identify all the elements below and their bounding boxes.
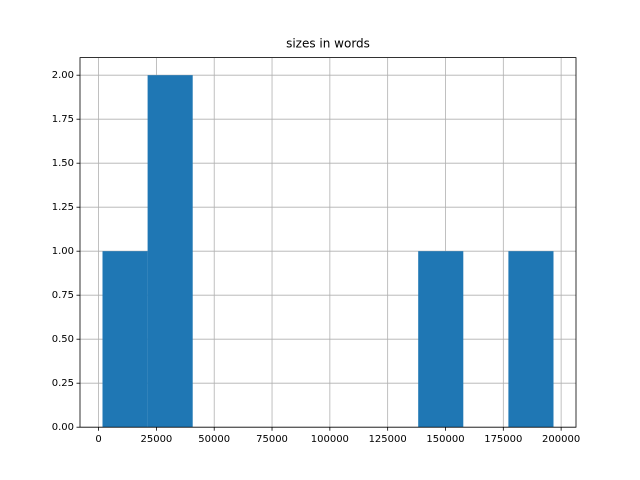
x-tick-label: 50000 [198,434,230,445]
bar [418,251,464,428]
y-tick-label: 0.50 [52,334,74,345]
y-tick-label: 1.25 [52,202,74,213]
x-tick-label: 200000 [542,434,580,445]
x-tick-label: 150000 [426,434,464,445]
y-tick-label: 2.00 [52,70,74,81]
x-tick-label: 125000 [369,434,407,445]
x-tick-label: 0 [95,434,101,445]
y-tick-label: 0.00 [52,422,74,433]
x-tick-label: 25000 [140,434,172,445]
plot-frame [79,57,577,428]
y-tick-label: 1.50 [52,158,74,169]
bar [508,251,554,428]
y-tick-label: 1.75 [52,114,74,125]
bar [147,75,193,428]
bar [102,251,148,428]
y-tick-label: 0.25 [52,378,74,389]
x-tick-label: 75000 [256,434,288,445]
chart-title: sizes in words [286,37,370,51]
y-tick-label: 1.00 [52,246,74,257]
x-tick-label: 100000 [311,434,349,445]
x-tick-label: 175000 [484,434,522,445]
y-tick-label: 0.75 [52,290,74,301]
